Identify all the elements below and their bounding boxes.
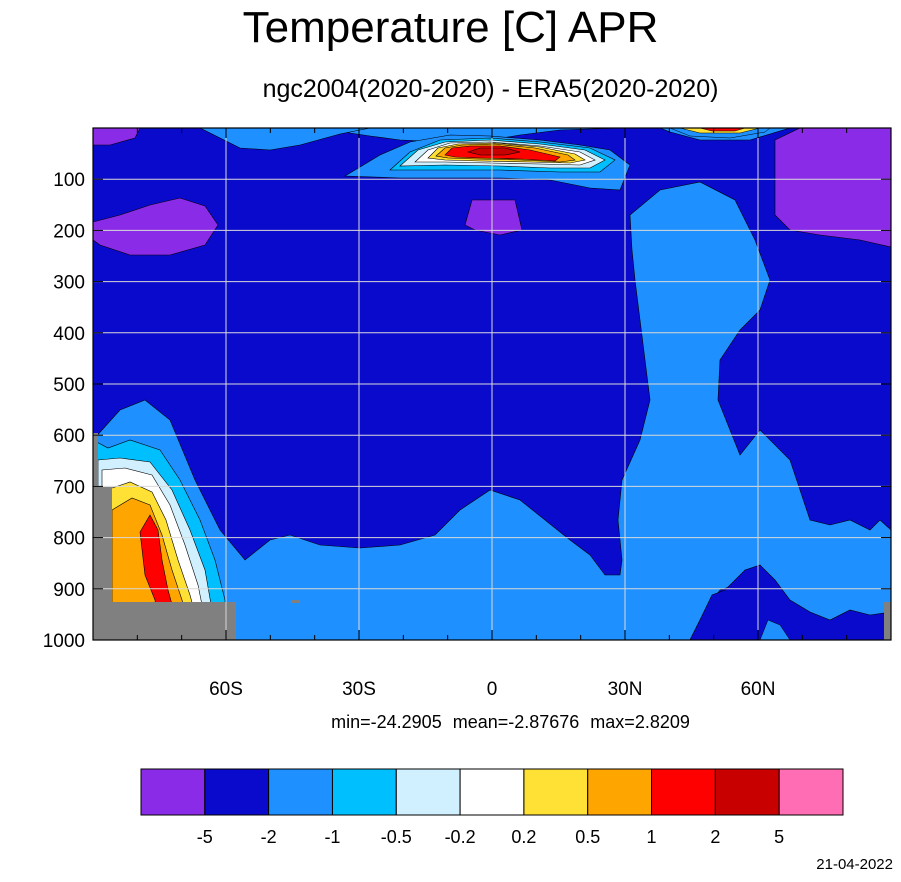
contour-topright-red [699,128,746,132]
colorbar-swatch [778,768,844,816]
colorbar-label: 0.2 [511,827,536,847]
colorbar-label: -0.5 [381,827,412,847]
colorbar-swatch [587,768,653,816]
colorbar-label: 2 [710,827,720,847]
colorbar-swatch [651,768,716,816]
colorbar-swatch [140,768,206,816]
x-tick-label: 0 [487,679,498,700]
contour-nh-surface-lightblue-pocket [759,619,791,640]
missing-data-speck [291,600,300,603]
y-tick-label: 200 [53,221,85,242]
y-tick-label: 100 [53,170,85,191]
x-tick-label: 60N [741,679,776,700]
contour-band-top-left-light-blue [199,128,371,151]
missing-data-arctic [884,602,891,640]
chart-title: Temperature [C] APR [242,3,659,52]
colorbar-swatch [268,768,333,816]
colorbar-label: 0.5 [575,827,600,847]
x-tick-label: 60S [209,679,243,700]
contour-purple-topleft [93,128,141,146]
x-tick-label: 30S [342,679,376,700]
y-tick-label: 1000 [43,631,85,652]
y-tick-label: 700 [53,477,85,498]
y-tick-label: 400 [53,324,85,345]
colorbar-swatch [523,768,589,816]
contour-purple-left-200 [93,197,219,256]
y-tick-label: 600 [53,426,85,447]
colorbar-swatch [204,768,270,816]
colorbar-label: -2 [261,827,277,847]
stats-line: min=-24.2905 mean=-2.87676 max=2.8209 [331,712,690,732]
contour-nh-column-lightblue [93,181,891,640]
colorbar: -5 -2 -1 -0.5 -0.2 0.2 0.5 1 2 5 [140,768,844,847]
y-tick-label: 900 [53,580,85,601]
colorbar-label: 1 [647,827,657,847]
colorbar-label: -1 [324,827,340,847]
date-stamp: 21-04-2022 [816,856,893,873]
y-tick-label: 800 [53,529,85,550]
chart-subtitle: ngc2004(2020-2020) - ERA5(2020-2020) [262,75,719,103]
x-tick-label: 30N [608,679,643,700]
y-tick-label: 500 [53,375,85,396]
colorbar-swatch [395,768,461,816]
colorbar-label: -0.2 [445,827,476,847]
colorbar-swatch [459,768,525,816]
y-tick-label: 300 [53,273,85,294]
colorbar-label: 5 [774,827,784,847]
y-axis: 100 200 300 400 500 600 700 800 900 1000 [43,170,891,652]
missing-data-antarctic [93,433,236,640]
colorbar-swatch [714,768,780,816]
colorbar-swatch [331,768,397,816]
contour-band-upper-light-blue [93,128,791,143]
colorbar-label: -5 [197,827,213,847]
x-axis: 60S 30S 0 30N 60N [136,128,848,700]
contour-equator-darkred [466,147,521,156]
contour-purple-topright [774,128,891,248]
contour-purple-equator-200 [464,199,523,236]
